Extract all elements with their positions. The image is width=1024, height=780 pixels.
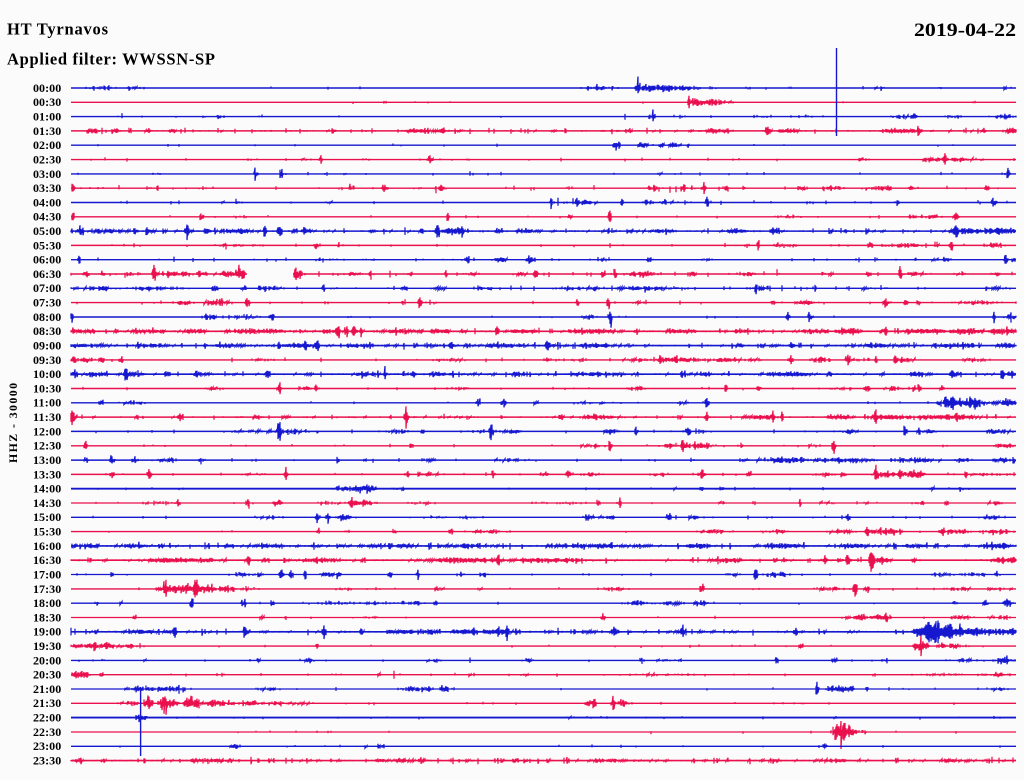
svg-text:18:30: 18:30 (33, 610, 61, 624)
svg-text:23:30: 23:30 (33, 754, 61, 768)
svg-text:12:30: 12:30 (33, 439, 61, 453)
svg-text:13:30: 13:30 (33, 467, 61, 481)
svg-text:01:00: 01:00 (33, 110, 61, 124)
svg-text:21:00: 21:00 (33, 682, 61, 696)
svg-text:19:00: 19:00 (33, 625, 61, 639)
svg-text:22:00: 22:00 (33, 711, 61, 725)
svg-text:21:30: 21:30 (33, 696, 61, 710)
svg-text:17:30: 17:30 (33, 582, 61, 596)
svg-text:19:30: 19:30 (33, 639, 61, 653)
svg-text:23:00: 23:00 (33, 739, 61, 753)
svg-text:10:00: 10:00 (33, 367, 61, 381)
svg-text:05:30: 05:30 (33, 238, 61, 252)
svg-text:04:00: 04:00 (33, 195, 61, 209)
svg-text:06:30: 06:30 (33, 267, 61, 281)
svg-text:14:30: 14:30 (33, 496, 61, 510)
svg-text:14:00: 14:00 (33, 482, 61, 496)
svg-text:12:00: 12:00 (33, 424, 61, 438)
svg-text:11:00: 11:00 (33, 396, 61, 410)
svg-text:10:30: 10:30 (33, 381, 61, 395)
svg-text:13:00: 13:00 (33, 453, 61, 467)
svg-text:18:00: 18:00 (33, 596, 61, 610)
svg-text:08:30: 08:30 (33, 324, 61, 338)
svg-text:02:00: 02:00 (33, 138, 61, 152)
svg-text:16:30: 16:30 (33, 553, 61, 567)
svg-text:00:00: 00:00 (33, 81, 61, 95)
svg-text:11:30: 11:30 (33, 410, 61, 424)
svg-text:22:30: 22:30 (33, 725, 61, 739)
svg-text:Applied filter: WWSSN-SP: Applied filter: WWSSN-SP (7, 50, 215, 69)
svg-text:01:30: 01:30 (33, 124, 61, 138)
svg-text:07:30: 07:30 (33, 296, 61, 310)
svg-text:15:30: 15:30 (33, 525, 61, 539)
svg-text:07:00: 07:00 (33, 281, 61, 295)
svg-text:03:30: 03:30 (33, 181, 61, 195)
svg-text:09:30: 09:30 (33, 353, 61, 367)
svg-text:HT Tyrnavos: HT Tyrnavos (7, 20, 109, 39)
svg-text:09:00: 09:00 (33, 339, 61, 353)
svg-text:03:00: 03:00 (33, 167, 61, 181)
svg-text:2019-04-22: 2019-04-22 (914, 21, 1016, 41)
svg-text:04:30: 04:30 (33, 210, 61, 224)
svg-text:20:30: 20:30 (33, 668, 61, 682)
svg-text:HHZ - 30000: HHZ - 30000 (6, 383, 20, 463)
svg-text:15:00: 15:00 (33, 510, 61, 524)
svg-text:02:30: 02:30 (33, 153, 61, 167)
svg-text:17:00: 17:00 (33, 567, 61, 581)
svg-text:20:00: 20:00 (33, 653, 61, 667)
svg-text:16:00: 16:00 (33, 539, 61, 553)
svg-text:06:00: 06:00 (33, 253, 61, 267)
svg-text:05:00: 05:00 (33, 224, 61, 238)
svg-text:08:00: 08:00 (33, 310, 61, 324)
svg-text:00:30: 00:30 (33, 95, 61, 109)
